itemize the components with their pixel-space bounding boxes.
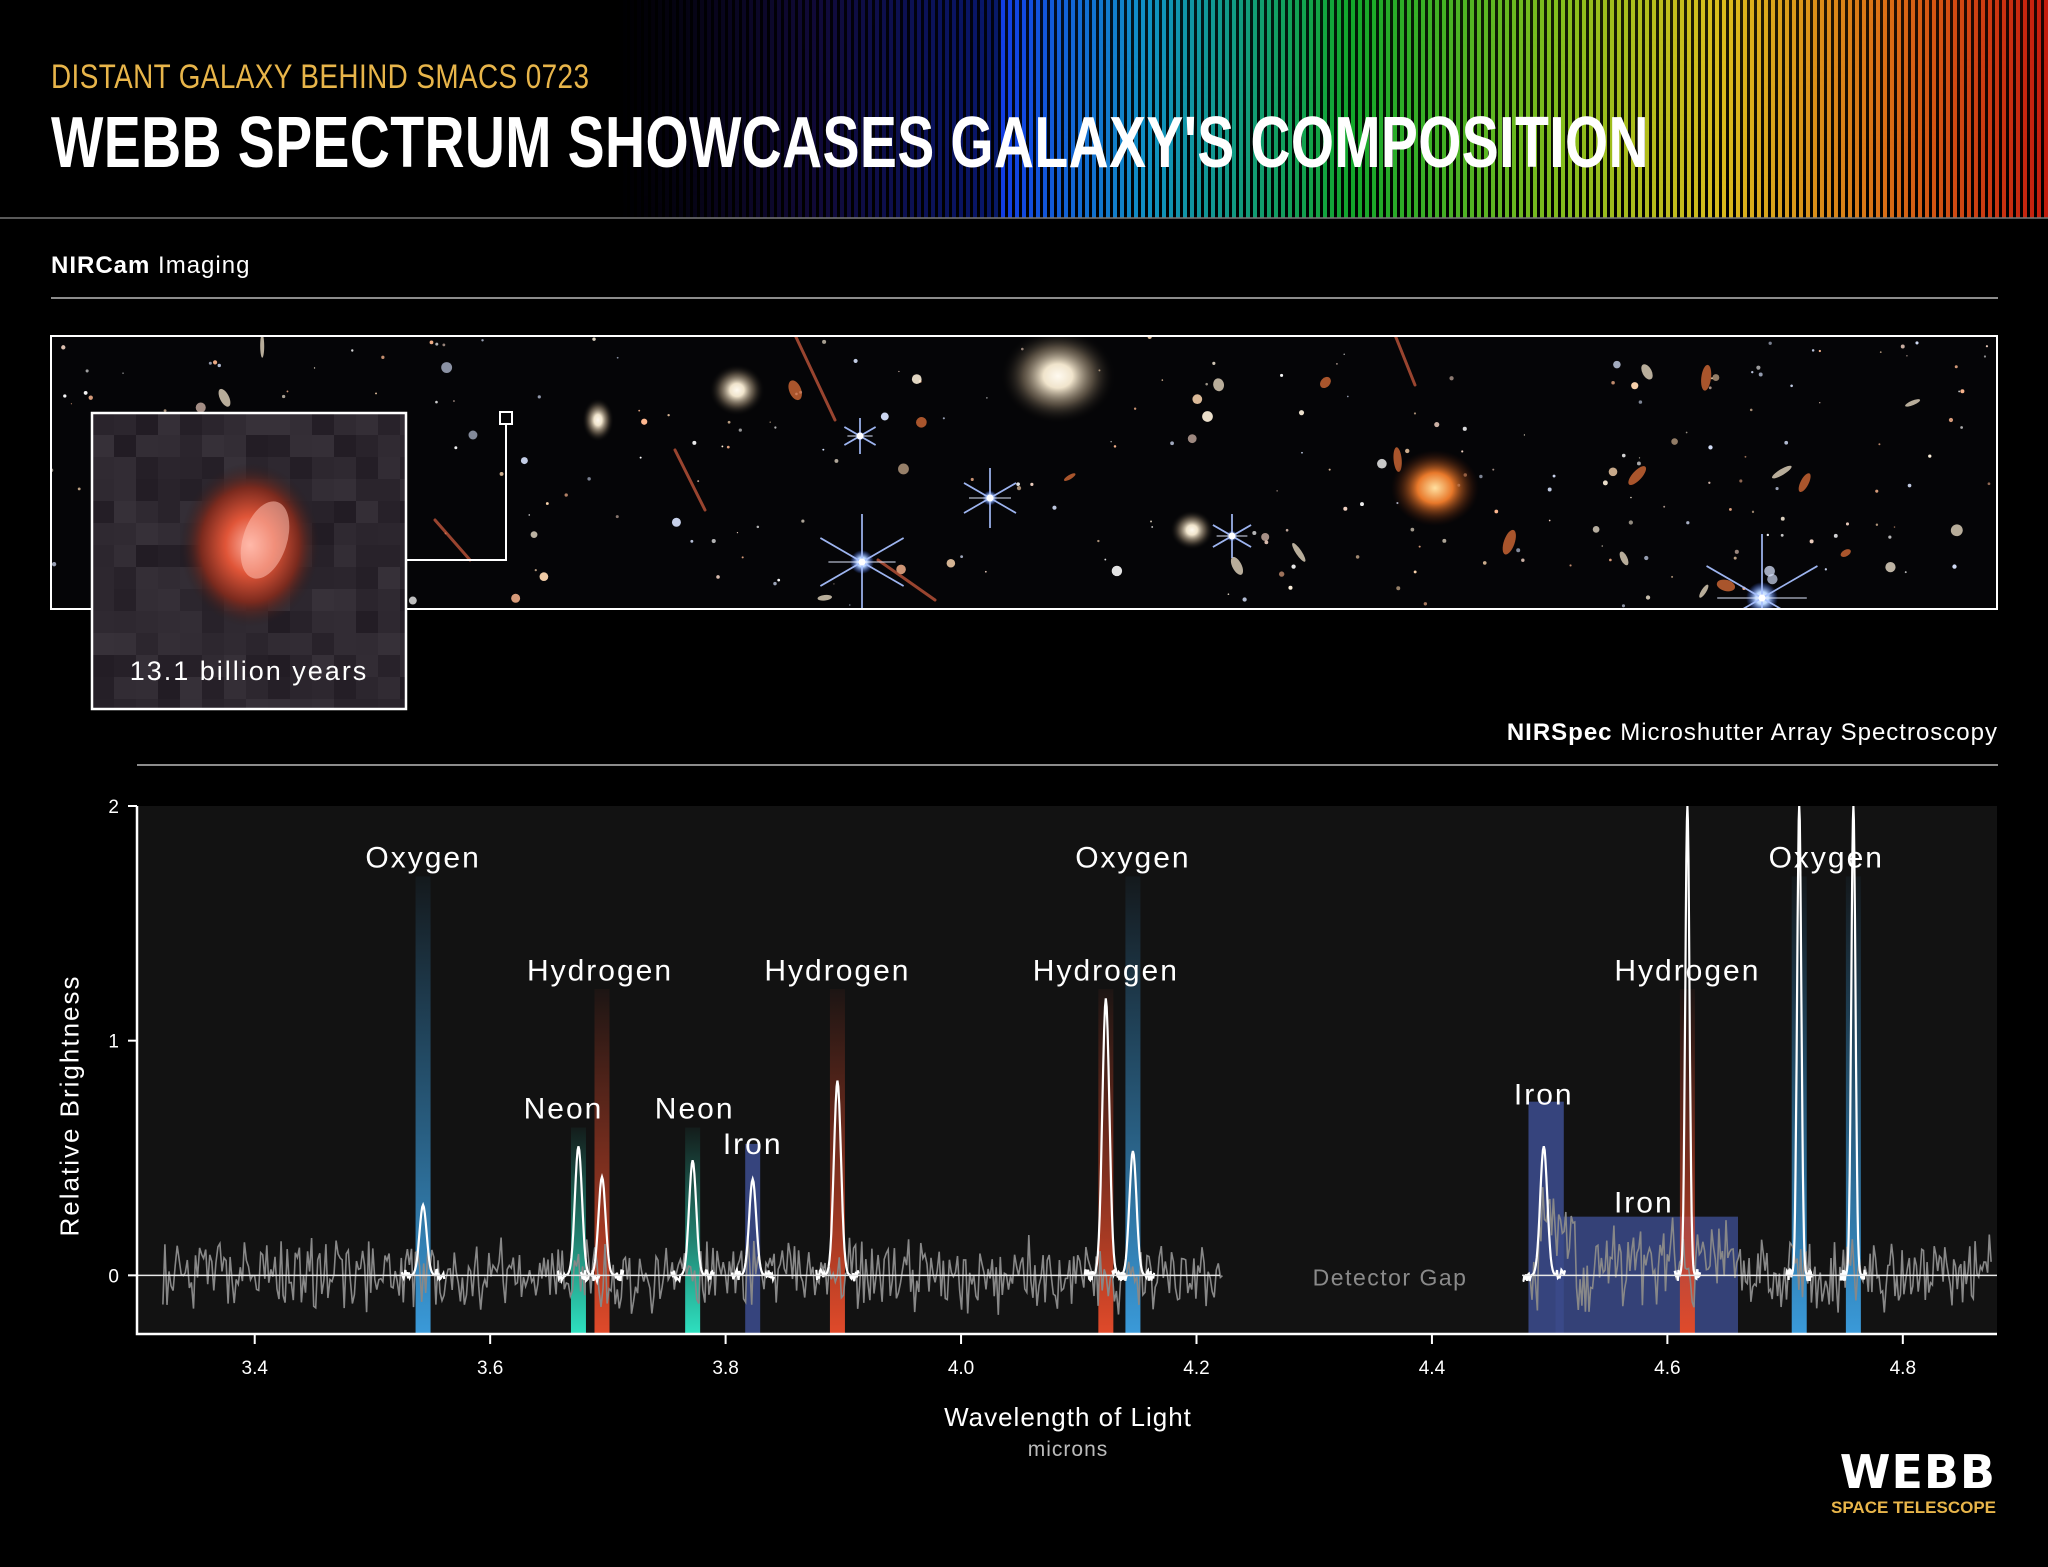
spectrum-trace-noise [162, 1234, 1223, 1315]
emission-peak-hydrogen [579, 1172, 625, 1284]
element-label-hydrogen: Hydrogen [527, 954, 673, 987]
y-tick-label: 2 [108, 797, 119, 818]
element-label-hydrogen: Hydrogen [1614, 954, 1760, 987]
inset-connector [406, 411, 513, 561]
spectroscopy-label: NIRSpec Microshutter Array Spectroscopy [1507, 719, 1998, 747]
emission-peak-iron [730, 1175, 775, 1284]
element-label-neon: Neon [655, 1093, 735, 1126]
chart-axes [135, 806, 1997, 1336]
x-tick-label: 3.4 [242, 1358, 269, 1379]
logo-wordmark: WEBB [1840, 1445, 1996, 1499]
element-label-iron: Iron [723, 1128, 783, 1161]
y-tick-label: 0 [108, 1266, 119, 1287]
element-band-hydrogen [829, 989, 845, 1334]
emission-peak-oxygen [1839, 805, 1868, 1281]
spectroscopy-label-rest: Microshutter Array Spectroscopy [1612, 719, 1998, 746]
emission-peak-hydrogen [1083, 998, 1129, 1283]
element-label-hydrogen: Hydrogen [1033, 954, 1179, 987]
x-axis-unit: microns [1027, 1438, 1109, 1461]
element-band-iron [745, 1143, 761, 1334]
x-tick-label: 4.2 [1183, 1358, 1209, 1379]
detector-gap-label: Detector Gap [1313, 1264, 1468, 1290]
element-label-oxygen: Oxygen [1769, 842, 1884, 875]
header-spectrum-band [0, 0, 2048, 218]
inset-caption: 13.1 billion years [129, 656, 369, 686]
element-label-iron: Iron [1514, 1079, 1574, 1112]
element-label-oxygen: Oxygen [1075, 842, 1190, 875]
logo-subtitle: SPACE TELESCOPE [1831, 1498, 1996, 1517]
x-tick-label: 3.6 [477, 1358, 503, 1379]
element-band-hydrogen [1679, 989, 1695, 1334]
element-label-hydrogen: Hydrogen [764, 954, 910, 987]
element-band-oxygen [415, 876, 431, 1334]
y-tick-label: 1 [108, 1032, 119, 1053]
emission-peak-oxygen [1785, 805, 1813, 1282]
x-tick-label: 4.8 [1890, 1358, 1916, 1379]
x-axis-title: Wavelength of Light [944, 1402, 1192, 1432]
webb-logo: WEBB SPACE TELESCOPE [1831, 1445, 1996, 1517]
page-title: WEBB SPECTRUM SHOWCASES GALAXY'S COMPOSI… [51, 103, 1649, 183]
element-band-neon [685, 1127, 701, 1334]
spectroscopy-label-bold: NIRSpec [1506, 719, 1613, 746]
y-axis-title: Relative Brightness [54, 974, 85, 1237]
emission-peak-iron [1522, 1146, 1567, 1283]
emission-peak-hydrogen [1673, 805, 1702, 1281]
emission-peak-hydrogen [815, 1080, 860, 1282]
emission-peak-oxygen [400, 1201, 446, 1282]
x-tick-label: 4.4 [1419, 1358, 1446, 1379]
element-label-neon: Neon [524, 1093, 604, 1126]
galaxy-inset [90, 411, 408, 711]
emission-peak-oxygen [1111, 1150, 1156, 1281]
spectrum-trace-noise [1527, 1187, 1992, 1313]
x-tick-label: 4.6 [1654, 1358, 1680, 1379]
header-eyebrow: DISTANT GALAXY BEHIND SMACS 0723 [51, 58, 590, 96]
imaging-label: NIRCam Imaging [51, 252, 250, 280]
x-tick-label: 3.8 [712, 1358, 738, 1379]
emission-peak-neon [670, 1160, 715, 1284]
imaging-label-rest: Imaging [150, 252, 251, 279]
element-label-iron: Iron [1614, 1187, 1674, 1220]
imaging-label-bold: NIRCam [51, 252, 151, 279]
x-tick-label: 4.0 [948, 1358, 974, 1379]
element-label-oxygen: Oxygen [365, 842, 480, 875]
